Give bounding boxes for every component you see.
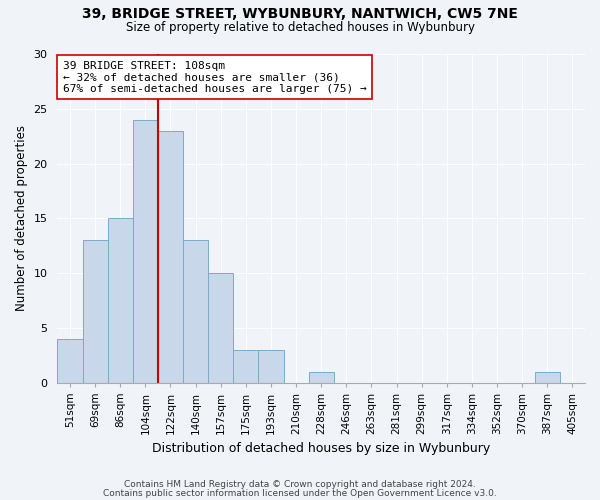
Bar: [183, 240, 208, 382]
X-axis label: Distribution of detached houses by size in Wybunbury: Distribution of detached houses by size …: [152, 442, 490, 455]
Bar: [107, 218, 133, 382]
Text: Contains public sector information licensed under the Open Government Licence v3: Contains public sector information licen…: [103, 488, 497, 498]
Bar: [158, 130, 183, 382]
Bar: [259, 350, 284, 382]
Text: Size of property relative to detached houses in Wybunbury: Size of property relative to detached ho…: [125, 21, 475, 34]
Text: 39, BRIDGE STREET, WYBUNBURY, NANTWICH, CW5 7NE: 39, BRIDGE STREET, WYBUNBURY, NANTWICH, …: [82, 8, 518, 22]
Text: 39 BRIDGE STREET: 108sqm
← 32% of detached houses are smaller (36)
67% of semi-d: 39 BRIDGE STREET: 108sqm ← 32% of detach…: [62, 60, 367, 94]
Bar: [208, 273, 233, 382]
Y-axis label: Number of detached properties: Number of detached properties: [15, 126, 28, 312]
Bar: [535, 372, 560, 382]
Bar: [58, 338, 83, 382]
Bar: [83, 240, 107, 382]
Bar: [308, 372, 334, 382]
Text: Contains HM Land Registry data © Crown copyright and database right 2024.: Contains HM Land Registry data © Crown c…: [124, 480, 476, 489]
Bar: [233, 350, 259, 382]
Bar: [133, 120, 158, 382]
